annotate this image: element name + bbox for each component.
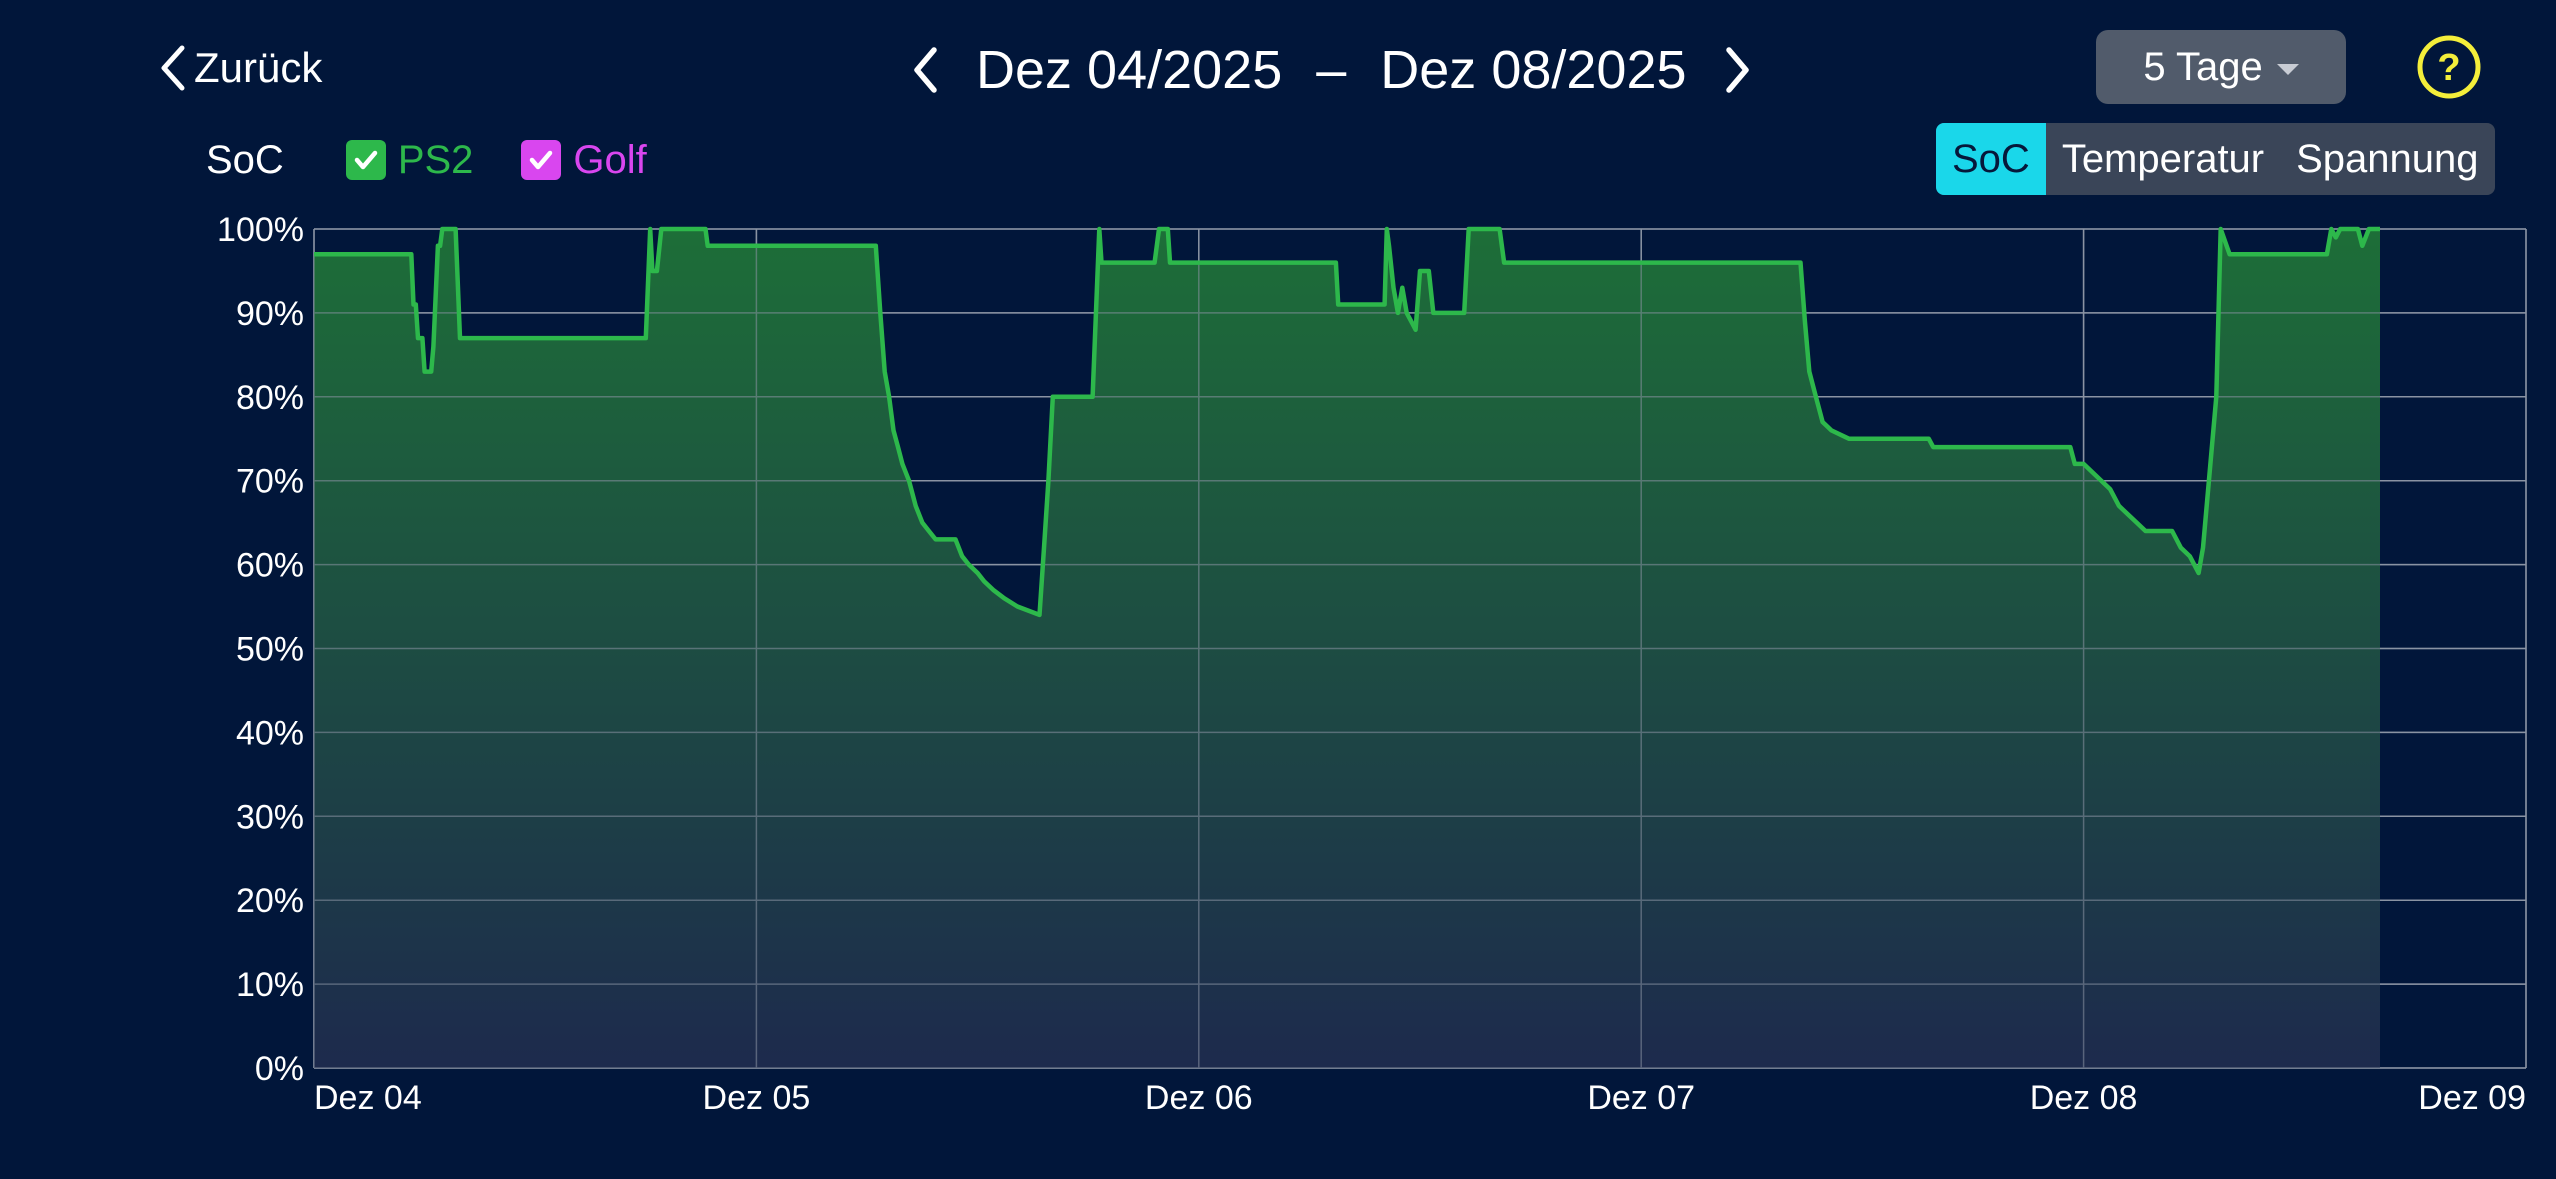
x-tick-label: Dez 04	[314, 1079, 422, 1117]
y-axis-ticks: 0% 10% 20% 30% 40% 50% 60% 70% 80% 90% 100%	[217, 211, 304, 1088]
legend-item-ps2[interactable]: PS2	[345, 137, 474, 183]
y-tick-label: 60%	[236, 547, 304, 585]
previous-period-button[interactable]	[910, 45, 942, 95]
x-tick-label: Dez 05	[703, 1079, 811, 1117]
checkbox-checked-icon[interactable]	[521, 140, 562, 180]
y-tick-label: 10%	[236, 966, 304, 1004]
next-period-button[interactable]	[1721, 45, 1753, 95]
back-button[interactable]: Zurück	[158, 36, 322, 100]
y-tick-label: 100%	[217, 211, 304, 249]
x-axis-ticks: Dez 04 Dez 05 Dez 06 Dez 07 Dez 08 Dez 09	[314, 1079, 2526, 1117]
chart-line-layer	[314, 226, 2380, 618]
y-tick-label: 40%	[236, 714, 304, 752]
y-tick-label: 70%	[236, 463, 304, 501]
chevron-left-icon	[914, 47, 937, 93]
grid-overlay	[313, 228, 2527, 1069]
date-separator: –	[1316, 40, 1347, 100]
date-start-label: Dez 04/2025	[976, 40, 1283, 100]
caret-down-icon	[2276, 63, 2299, 75]
metric-label: SoC	[206, 137, 284, 182]
back-label: Zurück	[194, 44, 323, 91]
metric-segmented-control: SoC Temperatur Spannung	[1936, 123, 2495, 195]
help-icon[interactable]: ?	[2416, 34, 2482, 100]
y-tick-label: 30%	[236, 798, 304, 836]
y-tick-label: 20%	[236, 882, 304, 920]
tab-spannung[interactable]: Spannung	[2296, 136, 2479, 181]
tab-temperatur[interactable]: Temperatur	[2061, 136, 2265, 181]
series-line-ps2	[314, 226, 2380, 618]
tab-soc[interactable]: SoC	[1936, 123, 2046, 195]
date-end-label: Dez 08/2025	[1380, 40, 1687, 100]
legend-item-golf[interactable]: Golf	[521, 137, 647, 183]
chevron-right-icon	[1725, 47, 1749, 93]
x-tick-label: Dez 08	[2030, 1079, 2138, 1117]
y-tick-label: 90%	[236, 295, 304, 333]
range-dropdown[interactable]: 5 Tage	[2096, 30, 2346, 104]
y-tick-label: 50%	[236, 631, 304, 669]
date-range-nav: Dez 04/2025 – Dez 08/2025	[910, 30, 1753, 110]
checkbox-checked-icon[interactable]	[345, 140, 386, 180]
legend-label-golf: Golf	[573, 137, 647, 182]
x-tick-label: Dez 07	[1587, 1079, 1695, 1117]
legend-label-ps2: PS2	[397, 137, 474, 182]
chevron-left-icon	[161, 45, 185, 91]
y-tick-label: 80%	[236, 379, 304, 417]
range-dropdown-value: 5 Tage	[2143, 44, 2263, 89]
x-tick-label: Dez 09	[2418, 1079, 2526, 1117]
y-tick-label: 0%	[255, 1050, 304, 1088]
help-symbol: ?	[2437, 47, 2460, 89]
x-tick-label: Dez 06	[1145, 1079, 1253, 1117]
chart-legend: SoC PS2 Golf	[206, 130, 695, 190]
